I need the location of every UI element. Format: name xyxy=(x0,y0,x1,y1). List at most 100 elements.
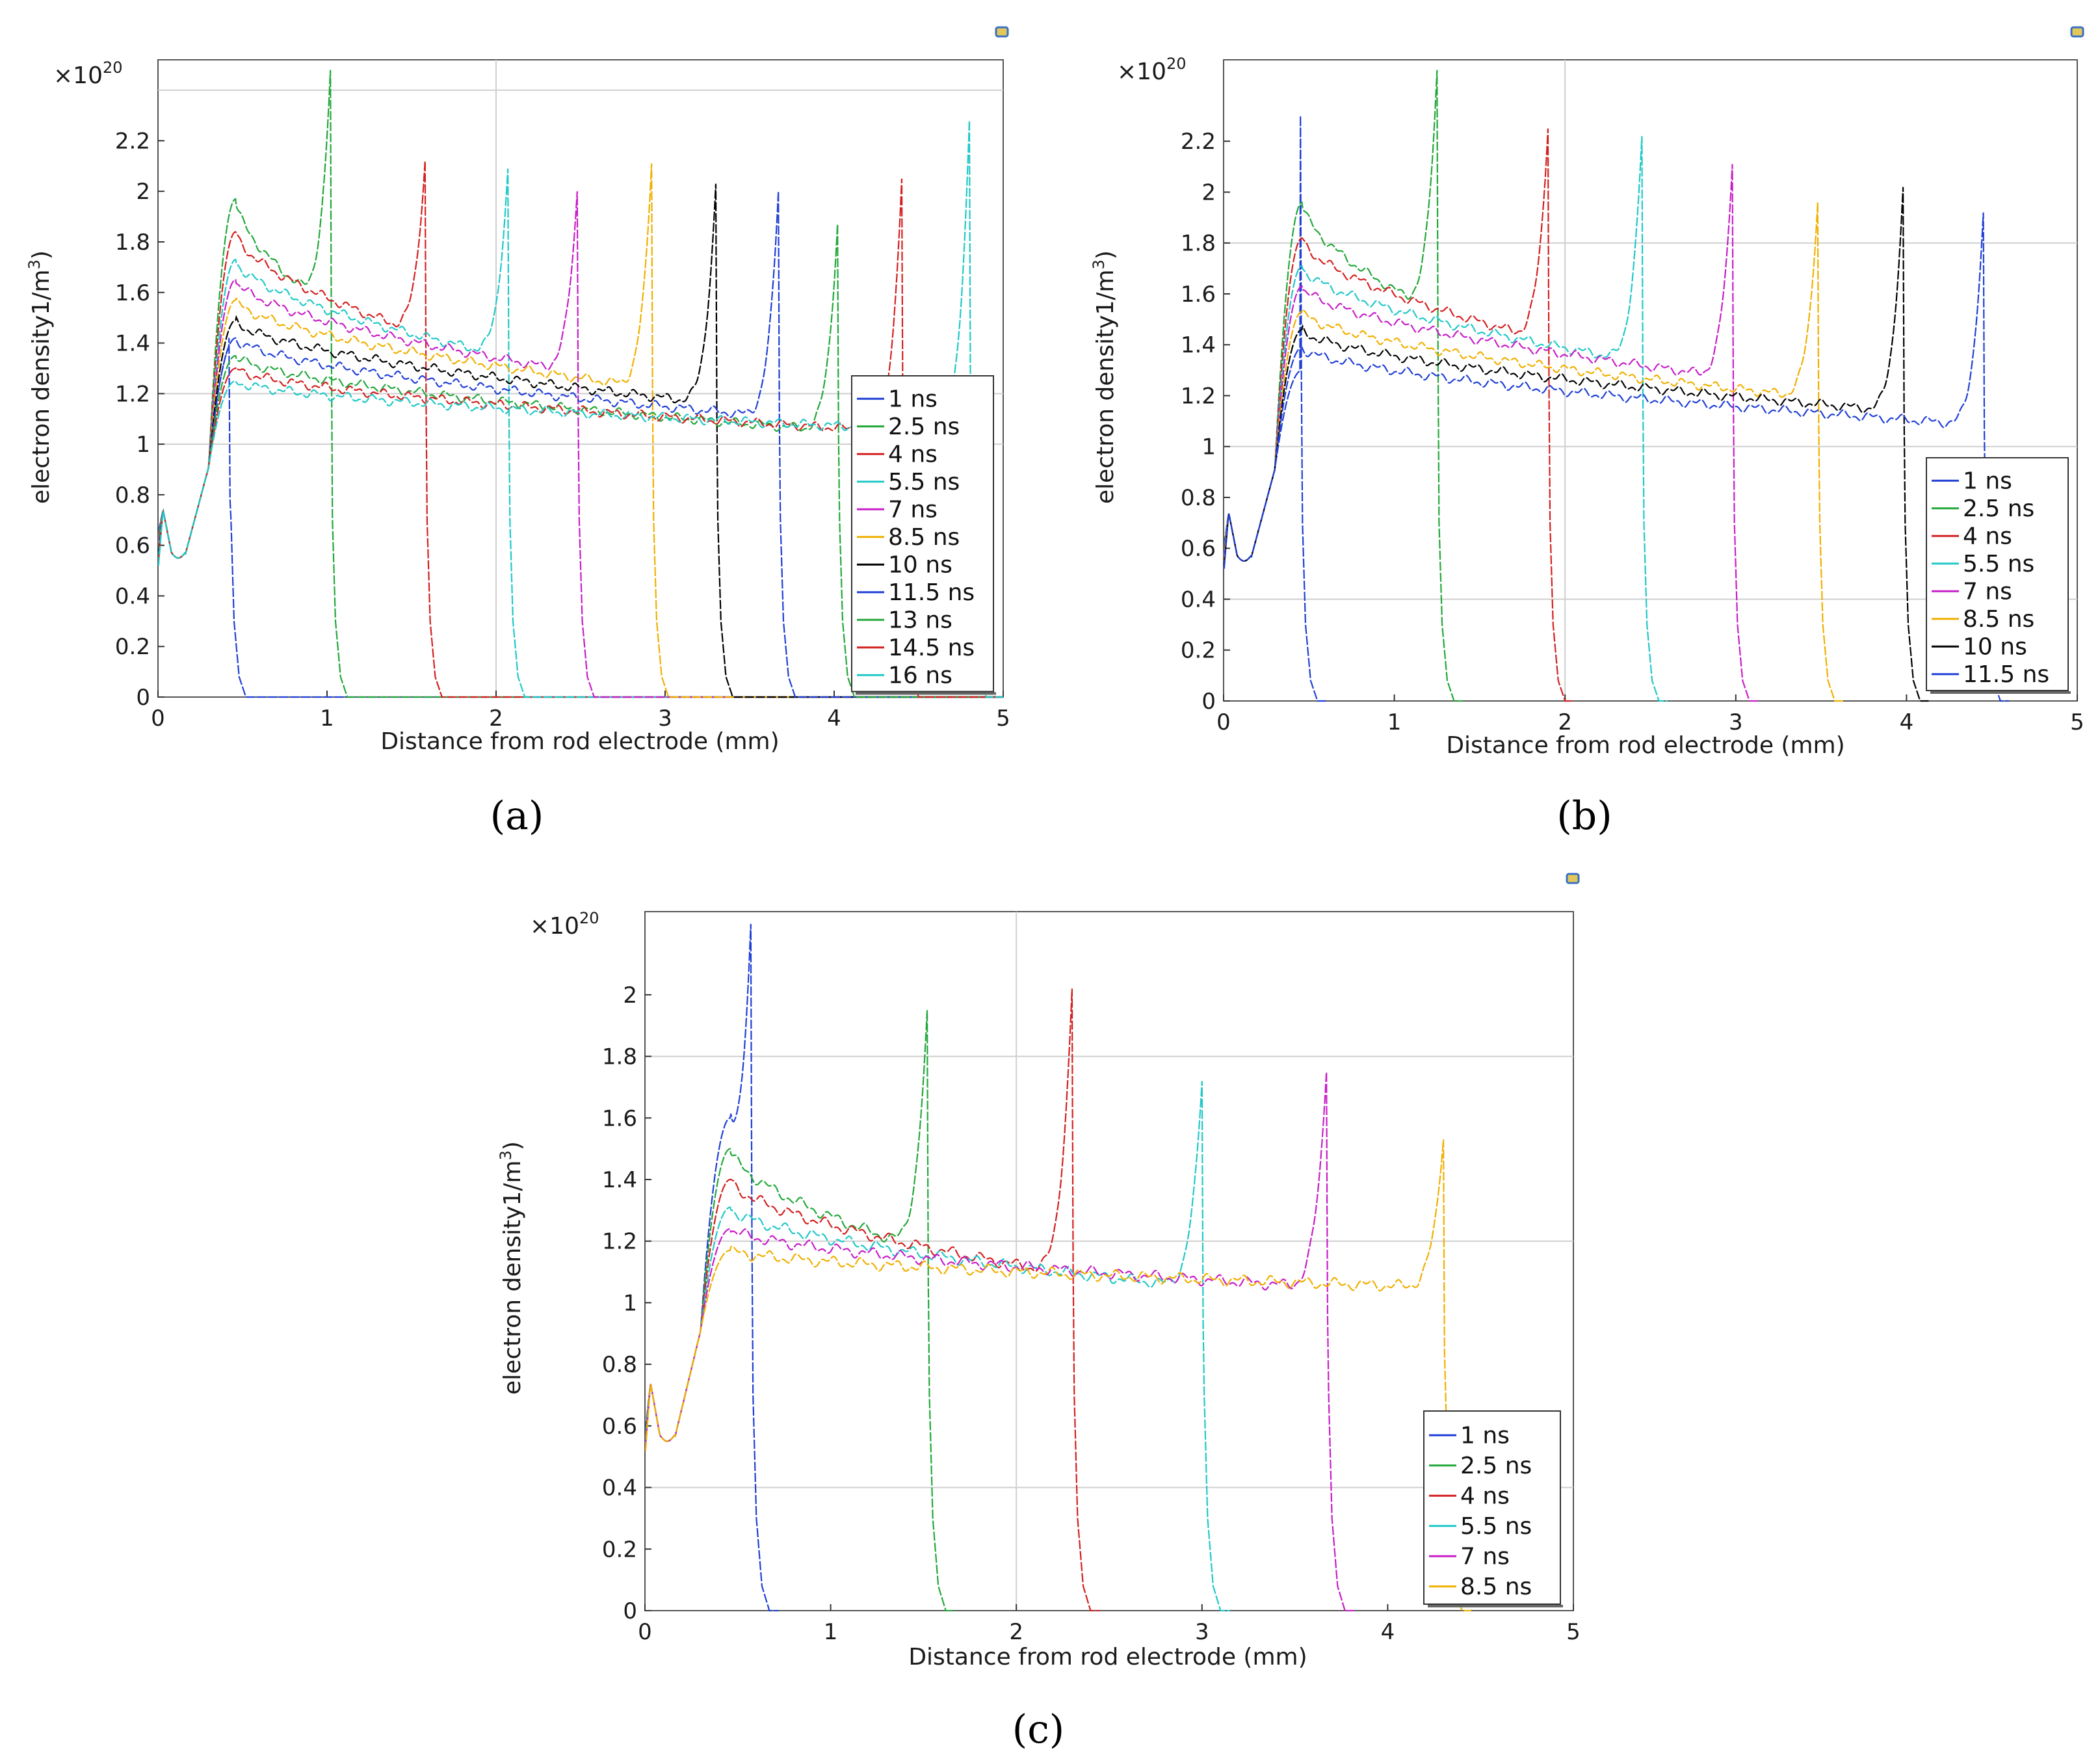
y-tick-label: 2.2 xyxy=(115,128,150,154)
series-line-10-ns xyxy=(1223,187,1929,702)
series-line-7-ns xyxy=(157,191,1003,698)
legend-label: 2.5 ns xyxy=(888,414,960,440)
series-line-2-5-ns xyxy=(644,1010,955,1612)
x-axis-title: Distance from rod electrode (mm) xyxy=(380,728,779,755)
y-tick-label: 1.2 xyxy=(602,1229,637,1255)
y-tick-label: 1.4 xyxy=(1181,332,1216,358)
series-line-13-ns xyxy=(157,224,1003,698)
y-tick-label: 0.2 xyxy=(1181,638,1216,664)
x-tick-label: 0 xyxy=(151,706,165,732)
y-tick-label: 1.4 xyxy=(602,1167,637,1193)
x-tick-label: 3 xyxy=(1729,709,1743,735)
x-tick-label: 5 xyxy=(996,706,1010,732)
y-tick-label: 0 xyxy=(136,685,150,711)
legend-label: 2.5 ns xyxy=(1963,495,2034,522)
series-line-8-5-ns xyxy=(644,1139,1471,1612)
series-line-5-5-ns xyxy=(1223,136,1668,702)
series-line-7-ns xyxy=(644,1072,1354,1612)
y-tick-label: 0.8 xyxy=(602,1352,637,1378)
legend-label: 5.5 ns xyxy=(1460,1513,1532,1540)
series-line-1-ns xyxy=(644,923,779,1612)
series-line-5-5-ns xyxy=(644,1081,1230,1612)
y-tick-label: 0.2 xyxy=(115,634,150,660)
series-line-4-ns xyxy=(1223,128,1574,702)
y-tick-label: 2 xyxy=(136,179,150,205)
y-tick-label: 1 xyxy=(623,1290,637,1316)
x-tick-label: 3 xyxy=(1195,1619,1209,1645)
panel-caption: (b) xyxy=(1556,793,1612,839)
x-tick-label: 1 xyxy=(1387,709,1402,735)
x-tick-label: 4 xyxy=(1900,709,1914,735)
x-tick-label: 0 xyxy=(638,1619,652,1645)
legend-label: 8.5 ns xyxy=(1460,1574,1532,1600)
y-tick-label: 0.4 xyxy=(1181,587,1216,613)
legend-label: 10 ns xyxy=(888,551,952,578)
x-tick-label: 0 xyxy=(1216,709,1231,735)
y-tick-label: 0.4 xyxy=(115,583,150,609)
y-tick-label: 1.4 xyxy=(115,331,150,357)
y-tick-label: 1.8 xyxy=(115,230,150,256)
legend-label: 1 ns xyxy=(888,386,938,412)
y-tick-label: 0.8 xyxy=(1181,485,1216,511)
series-line-10-ns xyxy=(157,183,1003,698)
x-tick-label: 4 xyxy=(1381,1619,1395,1645)
x-tick-label: 2 xyxy=(1558,709,1572,735)
legend-label: 7 ns xyxy=(1963,578,2012,605)
series-line-8-5-ns xyxy=(157,163,1003,698)
series-line-16-ns xyxy=(157,120,1003,698)
legend-label: 1 ns xyxy=(1963,468,2012,494)
y-tick-label: 1 xyxy=(136,432,150,458)
series-line-7-ns xyxy=(1223,164,1758,702)
y-tick-label: 0 xyxy=(623,1598,637,1624)
panel-a: electron density1/m3) ×1020 (a) Distance… xyxy=(25,26,1010,839)
legend-label: 4 ns xyxy=(888,441,938,468)
series-line-4-ns xyxy=(644,988,1100,1612)
series-line-5-5-ns xyxy=(157,168,1003,698)
legend-box xyxy=(1423,1410,1561,1605)
y-multiplier: ×1020 xyxy=(1117,55,1187,85)
y-tick-label: 0.6 xyxy=(602,1414,637,1440)
y-tick-label: 1.8 xyxy=(1181,231,1216,257)
y-tick-label: 1.8 xyxy=(602,1044,637,1070)
x-tick-label: 1 xyxy=(824,1619,838,1645)
x-tick-label: 3 xyxy=(658,706,672,732)
y-tick-label: 1.6 xyxy=(1181,282,1216,308)
legend-label: 16 ns xyxy=(888,662,952,689)
series-line-14-5-ns xyxy=(157,178,1003,698)
legend-label: 2.5 ns xyxy=(1460,1453,1532,1479)
panel-caption: (a) xyxy=(490,793,544,839)
legend-label: 8.5 ns xyxy=(888,524,960,551)
x-tick-label: 2 xyxy=(489,706,503,732)
y-tick-label: 2 xyxy=(623,983,637,1009)
y-tick-label: 2.2 xyxy=(1181,129,1216,155)
series-line-8-5-ns xyxy=(1223,202,1844,702)
x-axis-title: Distance from rod electrode (mm) xyxy=(908,1644,1307,1670)
y-tick-label: 1.2 xyxy=(115,381,150,407)
y-multiplier: ×1020 xyxy=(530,909,599,940)
legend-label: 11.5 ns xyxy=(888,579,975,606)
legend-label: 11.5 ns xyxy=(1963,661,2049,688)
y-tick-label: 0.4 xyxy=(602,1475,637,1501)
legend-label: 13 ns xyxy=(888,607,952,633)
series-line-11-5-ns xyxy=(157,191,1003,698)
export-icon xyxy=(995,26,1009,38)
export-icon xyxy=(1566,873,1580,884)
y-axis-title: electron density1/m3) xyxy=(497,1141,526,1395)
legend-label: 5.5 ns xyxy=(1963,551,2034,577)
y-tick-label: 0.6 xyxy=(1181,536,1216,562)
y-multiplier: ×1020 xyxy=(53,59,123,89)
plot-frame xyxy=(1223,59,2078,702)
y-axis-title: electron density1/m3) xyxy=(1090,250,1119,504)
y-tick-label: 0.8 xyxy=(115,482,150,508)
x-tick-label: 1 xyxy=(320,706,334,732)
plot-frame xyxy=(644,911,1574,1611)
legend-label: 14.5 ns xyxy=(888,635,975,661)
panel-caption: (c) xyxy=(1012,1707,1064,1752)
panel-b: electron density1/m3) ×1020 (b) Distance… xyxy=(1090,26,2084,839)
export-icon xyxy=(2070,26,2084,38)
y-tick-label: 0.2 xyxy=(602,1537,637,1563)
x-tick-label: 2 xyxy=(1009,1619,1023,1645)
x-axis-title: Distance from rod electrode (mm) xyxy=(1446,732,1844,759)
x-tick-label: 5 xyxy=(2070,709,2084,735)
